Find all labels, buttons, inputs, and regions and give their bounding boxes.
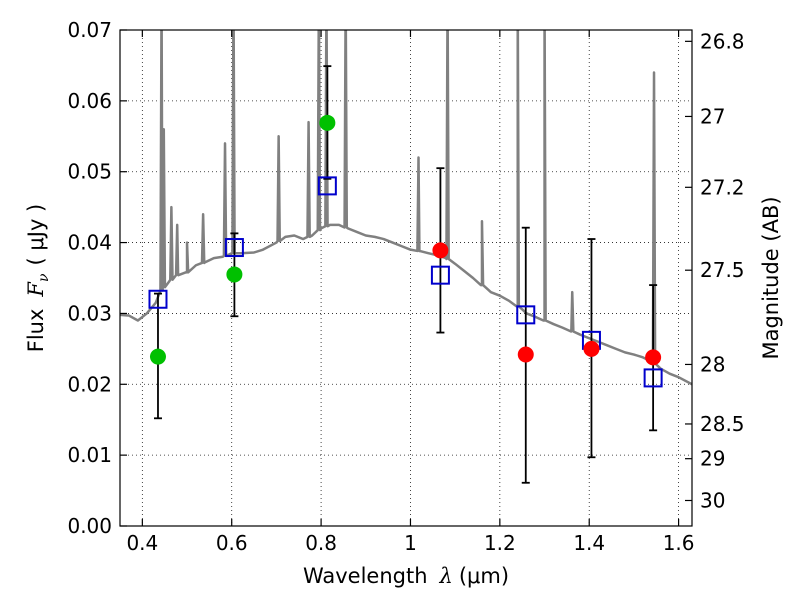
y-tick-label: 0.00	[67, 514, 112, 538]
model-photometry-box	[224, 238, 244, 258]
observed-points	[149, 114, 662, 366]
y2-tick-label: 27.2	[700, 175, 745, 199]
observed-point-red	[517, 346, 534, 363]
model-photometry-box	[430, 265, 450, 285]
y-axis-label: FluxFν( μJy )	[24, 204, 52, 352]
y2-tick-label: 28	[700, 352, 725, 376]
y2-tick-label: 27.5	[700, 258, 745, 282]
observed-point-red	[645, 349, 662, 366]
y2-tick-label: 28.5	[700, 412, 745, 436]
y-tick-label: 0.01	[67, 443, 112, 467]
x-tick-label: 0.6	[216, 531, 248, 555]
x-tick-label: 0.8	[305, 531, 337, 555]
plot-area	[120, 30, 692, 484]
model-photometry-box	[643, 368, 663, 388]
y2-tick-label: 27	[700, 104, 725, 128]
observed-point-red	[583, 340, 600, 357]
y-tick-label: 0.04	[67, 231, 112, 255]
y-tick-label: 0.07	[67, 18, 112, 42]
axes-frame	[119, 29, 693, 527]
x-axis-label: Wavelength λ (μm)	[303, 564, 509, 588]
y2-tick-label: 29	[700, 447, 725, 471]
sed-model-spectrum	[120, 30, 692, 386]
y2-tick-label: 26.8	[700, 29, 745, 53]
x-tick-label: 1	[404, 531, 417, 555]
y-tick-label: 0.02	[67, 372, 112, 396]
observed-point-red	[432, 242, 449, 259]
model-photometry-box	[516, 305, 536, 325]
axis-ticks	[120, 29, 692, 527]
x-tick-label: 1.6	[663, 531, 695, 555]
x-tick-label: 1.4	[573, 531, 605, 555]
model-photometry-box	[317, 176, 337, 196]
y2-tick-label: 30	[700, 488, 725, 512]
model-photometry-boxes	[148, 176, 663, 388]
y-tick-label: 0.03	[67, 301, 112, 325]
observed-point-green	[319, 114, 336, 131]
observed-point-green	[226, 266, 243, 283]
grid-lines	[120, 30, 692, 526]
model-photometry-box	[148, 289, 168, 309]
x-tick-label: 0.4	[126, 531, 158, 555]
y2-axis-label: Magnitude (AB)	[759, 196, 783, 359]
observed-point-green	[149, 348, 166, 365]
x-tick-label: 1.2	[484, 531, 516, 555]
y-tick-label: 0.05	[67, 160, 112, 184]
y-tick-label: 0.06	[67, 89, 112, 113]
